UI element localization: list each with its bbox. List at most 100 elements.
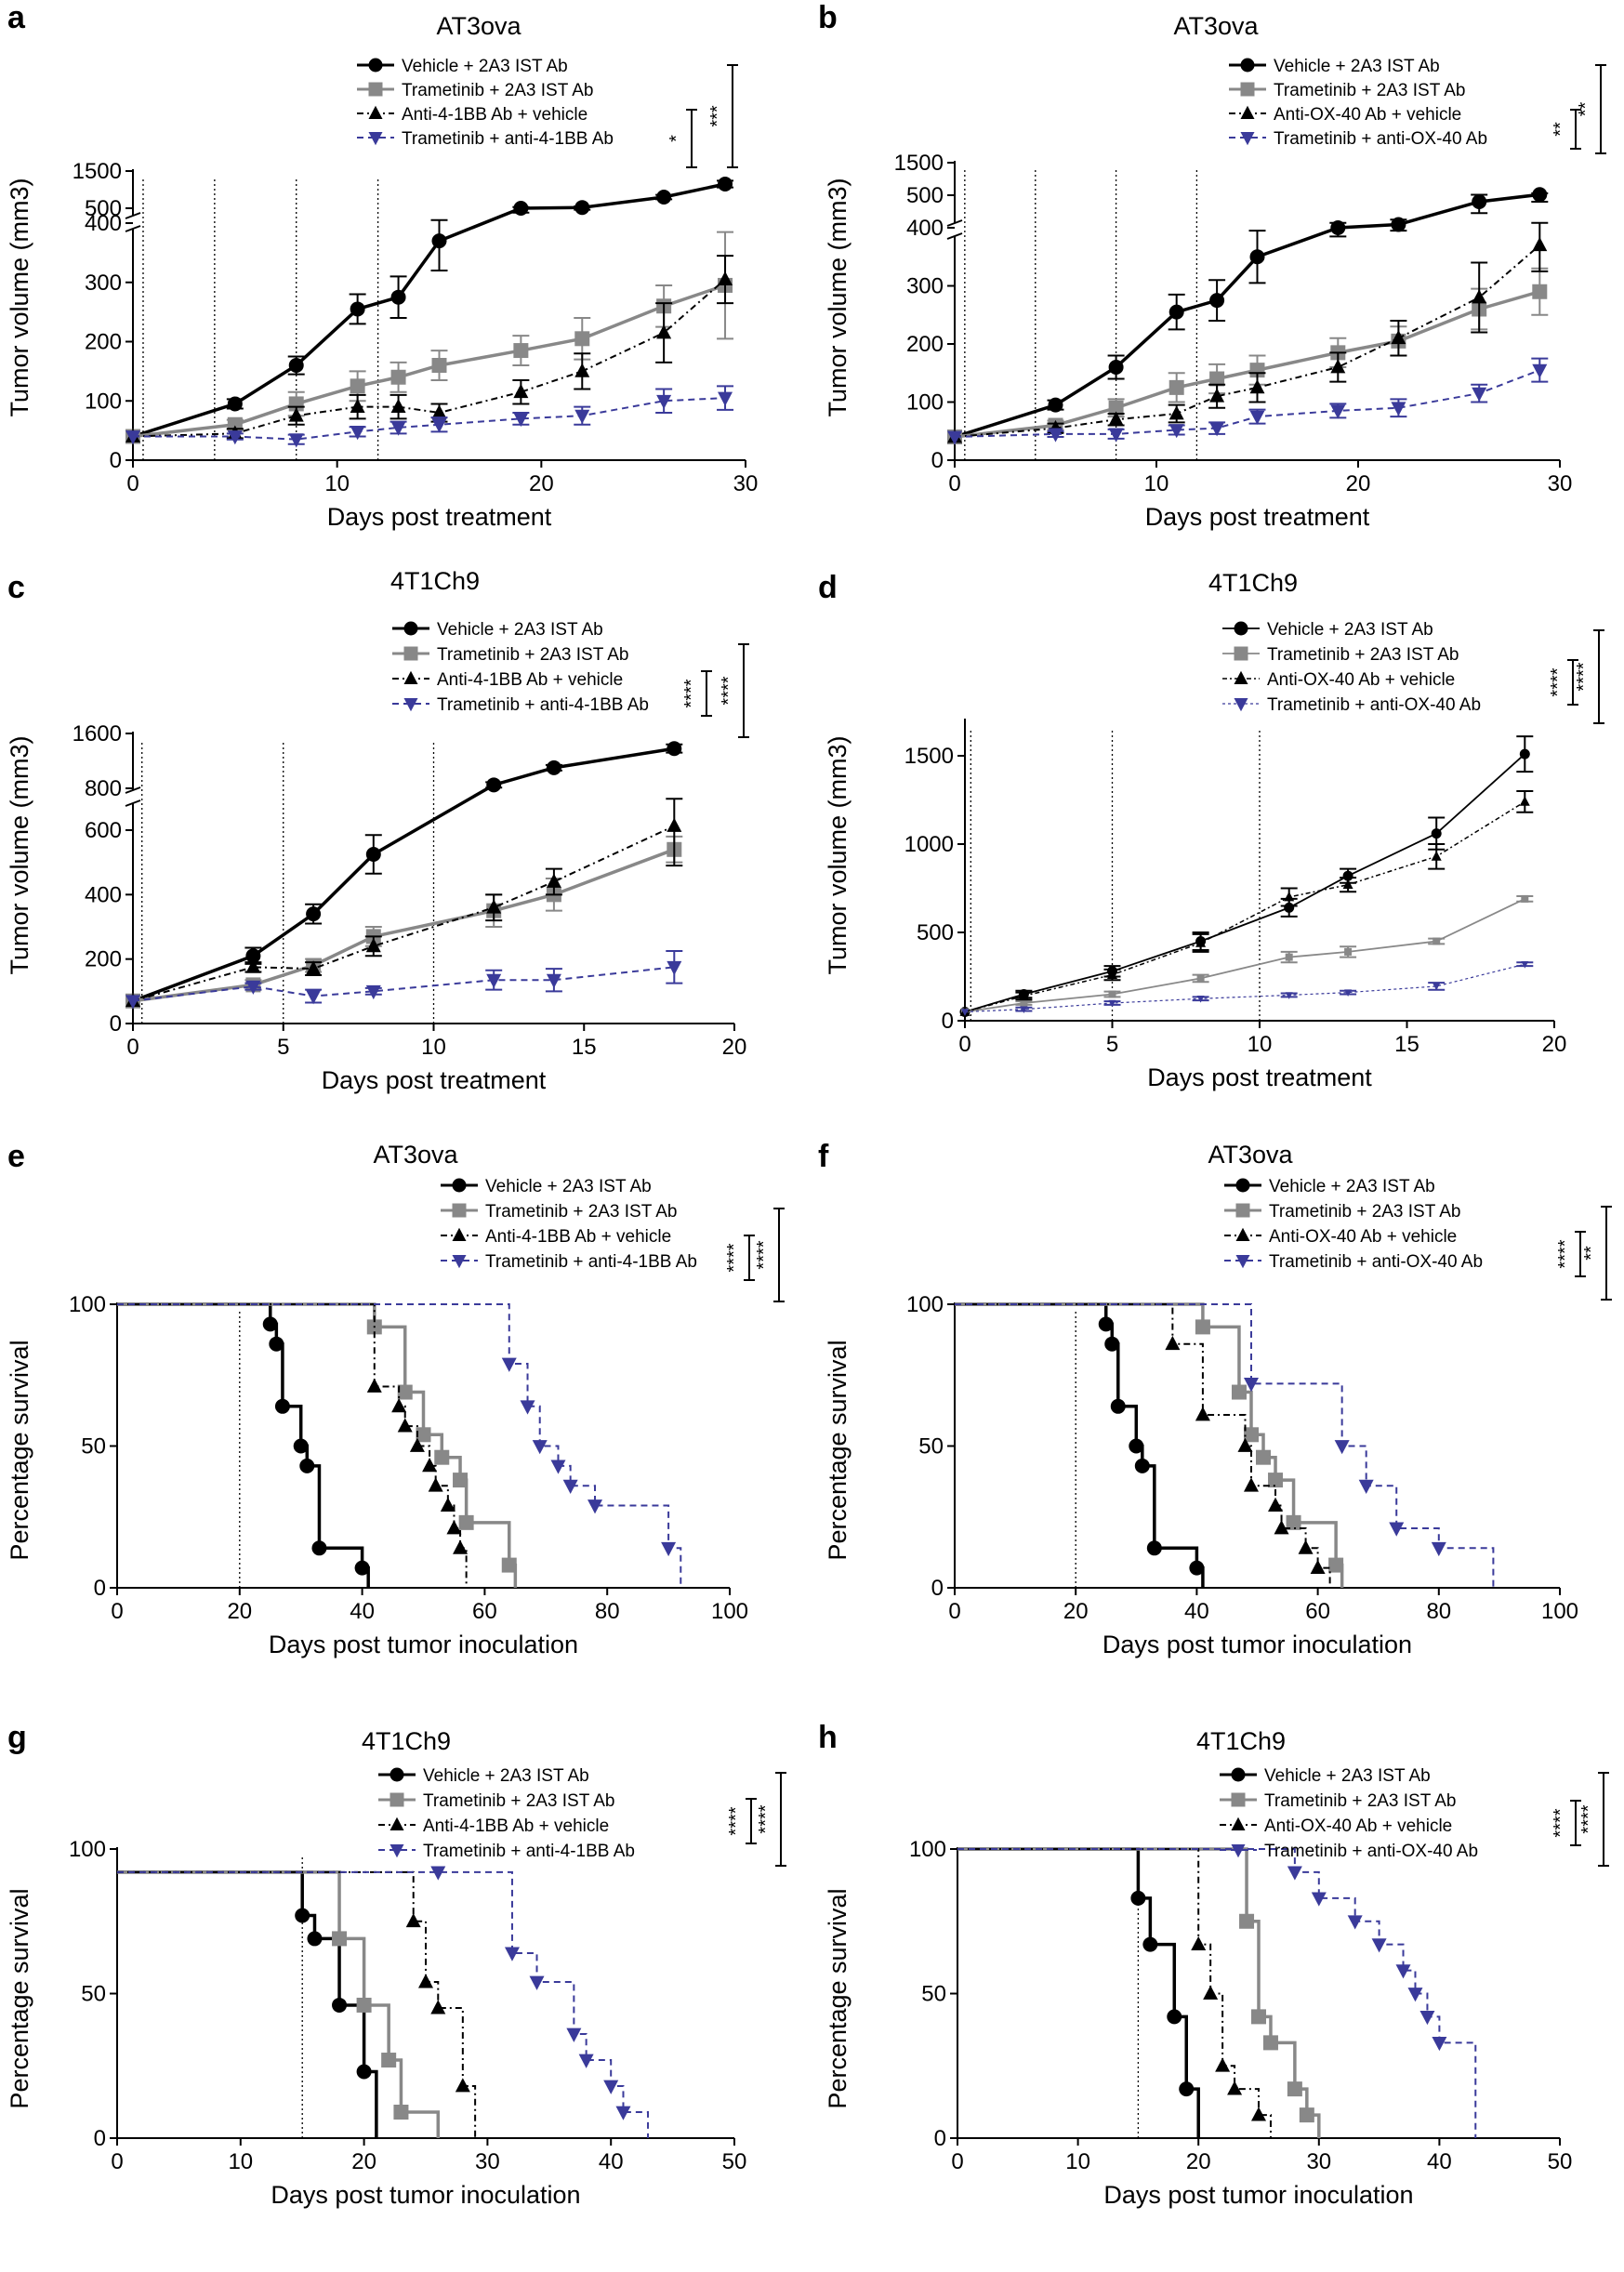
- survival-curve: [955, 1303, 1331, 1588]
- series-combo: [947, 357, 1549, 445]
- data-point: [1521, 961, 1529, 969]
- series-vehicle: [117, 1302, 370, 1588]
- y-tick-label: 400: [85, 882, 122, 907]
- data-point: [1104, 1336, 1120, 1352]
- data-point: [1330, 404, 1346, 419]
- x-tick-label: 15: [1394, 1032, 1419, 1057]
- series-tram: [961, 894, 1534, 1016]
- legend-label: Vehicle + 2A3 IST Ab: [1267, 620, 1433, 640]
- legend-marker: [403, 670, 418, 684]
- x-tick-label: 10: [421, 1035, 446, 1060]
- panel-letter: d: [818, 570, 838, 605]
- data-point: [1286, 1514, 1301, 1530]
- legend-marker: [1234, 698, 1248, 712]
- data-point: [1251, 2107, 1266, 2121]
- data-point: [293, 1438, 309, 1454]
- x-tick-label: 60: [472, 1599, 497, 1624]
- series-vehicle: [947, 187, 1549, 444]
- significance-label: *: [667, 135, 687, 142]
- data-point: [1419, 2010, 1435, 2026]
- series-combo: [125, 385, 734, 448]
- significance-label: ****: [756, 1804, 776, 1833]
- legend-marker: [1231, 1767, 1246, 1782]
- legend-marker: [1240, 58, 1255, 73]
- x-tick-label: 20: [529, 471, 554, 496]
- chart-title: AT3ova: [373, 1141, 458, 1169]
- legend-marker: [1235, 1227, 1250, 1241]
- y-axis-label: Percentage survival: [824, 1888, 852, 2108]
- data-point: [416, 1427, 431, 1443]
- legend-label: Trametinib + anti-OX-40 Ab: [1269, 1252, 1483, 1272]
- legend: Vehicle + 2A3 IST Ab Trametinib + 2A3 IST…: [1229, 57, 1487, 149]
- data-point: [332, 1931, 348, 1947]
- data-point: [262, 1316, 278, 1332]
- series-line: [132, 284, 726, 439]
- data-point: [1432, 2036, 1447, 2052]
- series-line: [954, 290, 1540, 439]
- x-tick-label: 30: [1306, 2149, 1331, 2174]
- data-point: [409, 1437, 425, 1452]
- data-point: [667, 741, 682, 757]
- data-point: [1243, 1477, 1259, 1492]
- data-point: [566, 2028, 582, 2042]
- data-point: [1391, 402, 1406, 416]
- axis-break: [125, 786, 141, 794]
- chart-title: AT3ova: [436, 12, 522, 40]
- data-point: [667, 960, 682, 976]
- panel-letter: f: [818, 1139, 829, 1174]
- data-point: [1146, 1540, 1162, 1556]
- series-tram: [117, 1302, 518, 1588]
- data-point: [455, 2078, 470, 2093]
- legend-marker: [403, 646, 418, 661]
- series-vehicle: [125, 177, 734, 444]
- data-point: [486, 973, 502, 988]
- y-tick-label: 0: [110, 1011, 122, 1037]
- x-axis-label: Days post tumor inoculation: [271, 2181, 580, 2209]
- data-point: [947, 430, 962, 445]
- data-point: [1433, 937, 1441, 945]
- legend-marker: [368, 82, 383, 97]
- data-point: [1344, 989, 1353, 997]
- y-tick-label: 50: [921, 1982, 946, 2007]
- data-point: [365, 938, 381, 953]
- data-point: [350, 426, 365, 441]
- series-line: [964, 898, 1525, 1013]
- data-point: [1195, 1407, 1210, 1421]
- data-point: [405, 1912, 421, 1928]
- y-axis-label: Percentage survival: [6, 1888, 33, 2108]
- data-point: [1298, 1539, 1314, 1554]
- y-tick-label: 300: [906, 274, 944, 299]
- data-point: [1165, 1335, 1181, 1351]
- data-point: [365, 984, 381, 1000]
- data-point: [1048, 397, 1063, 413]
- data-point: [546, 760, 561, 775]
- data-point: [1168, 379, 1184, 395]
- data-point: [1299, 2107, 1314, 2123]
- significance-label: **: [1576, 102, 1596, 117]
- data-point: [245, 948, 261, 964]
- data-point: [1431, 1541, 1446, 1557]
- series-line: [964, 963, 1525, 1013]
- data-point: [306, 990, 322, 1005]
- data-point: [381, 2053, 397, 2068]
- data-point: [1347, 1915, 1363, 1930]
- legend-marker: [403, 621, 418, 636]
- series-line: [954, 244, 1540, 438]
- data-point: [574, 331, 590, 347]
- legend-label: Vehicle + 2A3 IST Ab: [402, 57, 568, 76]
- legend: Vehicle + 2A3 IST Ab Trametinib + 2A3 IST…: [1220, 1766, 1478, 1861]
- data-point: [578, 2054, 594, 2068]
- panel-h: h 4T1Ch9 0 10 20 30 40 50 0 50 100 Days post tumor …: [818, 1720, 1609, 2209]
- data-point: [1108, 990, 1116, 998]
- series-combo: [117, 1866, 650, 2138]
- data-point: [1472, 194, 1487, 209]
- y-tick-label: 1500: [894, 151, 944, 176]
- chart-title: 4T1Ch9: [362, 1727, 451, 1755]
- data-point: [1196, 974, 1205, 983]
- data-point: [1284, 891, 1295, 902]
- data-point: [656, 394, 672, 410]
- series-line: [132, 825, 675, 1002]
